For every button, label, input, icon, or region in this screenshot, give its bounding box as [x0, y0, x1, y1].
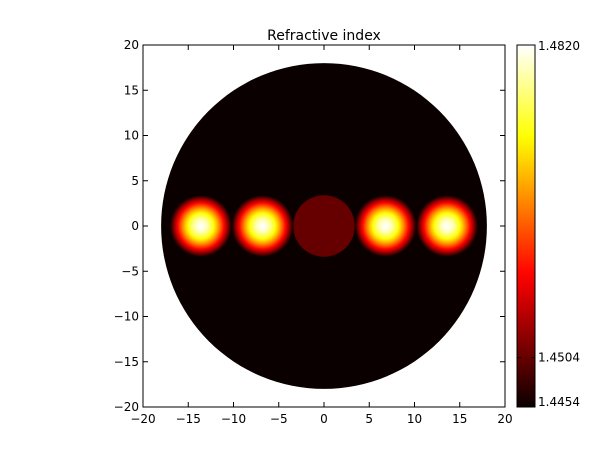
x-tick-label: 15: [452, 412, 467, 426]
index-map: [161, 63, 487, 389]
x-tick-label: −10: [221, 412, 246, 426]
y-tick-label: 20: [124, 38, 139, 52]
x-tick-label: −15: [176, 412, 201, 426]
colorbar-tick-label: 1.4820: [538, 39, 580, 53]
chart-title: Refractive index: [267, 28, 381, 44]
central-core: [293, 195, 355, 257]
x-tick-label: −5: [270, 412, 288, 426]
x-axis: −20 −15 −10 −5 0 5 10 15 20: [130, 45, 513, 426]
y-tick-label: 15: [124, 83, 139, 97]
colorbar-tick-label: 1.4454: [538, 395, 580, 409]
x-tick-label: 10: [407, 412, 422, 426]
x-tick-label: 5: [365, 412, 373, 426]
x-tick-label: −20: [130, 412, 155, 426]
y-tick-label: −10: [114, 310, 139, 324]
y-tick-label: 10: [124, 129, 139, 143]
graded-core-1: [170, 195, 232, 257]
plot-area: −20 −15 −10 −5 0 5 10 15 20 −20 −15 −10 −5 0 5 10 15 20: [114, 38, 513, 426]
y-tick-label: −20: [114, 400, 139, 414]
colorbar: 1.4820 1.4504 1.4454: [516, 39, 580, 409]
x-tick-label: 0: [320, 412, 328, 426]
y-axis: −20 −15 −10 −5 0 5 10 15 20: [114, 38, 505, 414]
graded-core-3: [354, 195, 417, 257]
graded-core-2: [231, 195, 294, 257]
y-tick-label: 5: [131, 174, 139, 188]
graded-core-4: [416, 195, 478, 257]
y-tick-label: 0: [131, 219, 139, 233]
y-tick-label: −15: [114, 355, 139, 369]
colorbar-gradient: [516, 44, 536, 408]
colorbar-tick-label: 1.4504: [538, 351, 580, 365]
x-tick-label: 20: [497, 412, 512, 426]
y-tick-label: −5: [121, 264, 139, 278]
